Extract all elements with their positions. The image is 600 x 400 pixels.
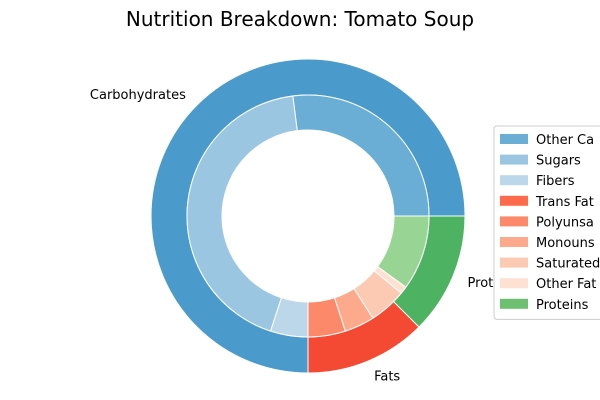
legend-swatch-saturated bbox=[500, 257, 528, 268]
chart-title: Nutrition Breakdown: Tomato Soup bbox=[126, 7, 474, 31]
legend-swatch-other-ca bbox=[500, 134, 528, 144]
legend-swatch-fibers bbox=[500, 175, 528, 186]
legend-label-saturated: Saturated bbox=[536, 257, 600, 272]
inner-slice-proteins bbox=[376, 215, 430, 288]
outer-label-carbohydrates: Carbohydrates bbox=[90, 88, 186, 103]
outer-label-fats: Fats bbox=[374, 370, 400, 385]
legend-label-monouns: Monouns bbox=[536, 236, 595, 251]
legend-label-sugars: Sugars bbox=[536, 154, 581, 169]
legend-swatch-proteins bbox=[500, 298, 528, 309]
legend-swatch-other-fat bbox=[500, 278, 528, 289]
legend-swatch-monouns bbox=[500, 237, 528, 247]
legend-label-proteins: Proteins bbox=[536, 298, 589, 313]
inner-slice-sugars bbox=[186, 95, 298, 332]
outer-labels: Carbohydrates Fats Prote bbox=[90, 88, 501, 385]
outer-label-proteins: Prote bbox=[468, 276, 502, 291]
inner-ring bbox=[186, 94, 430, 338]
legend-label-other-fat: Other Fat bbox=[536, 277, 596, 292]
legend-swatch-trans-fat bbox=[500, 195, 528, 206]
legend: Other Ca Sugars Fibers Trans Fat Polyunsa Mon… bbox=[493, 125, 600, 320]
legend-swatch-polyunsa bbox=[500, 216, 528, 227]
legend-frame bbox=[493, 125, 600, 320]
legend-label-fibers: Fibers bbox=[536, 174, 575, 189]
legend-label-other-ca: Other Ca bbox=[536, 133, 594, 148]
legend-label-trans-fat: Trans Fat bbox=[535, 195, 594, 210]
legend-label-polyunsa: Polyunsa bbox=[536, 215, 594, 230]
legend-swatch-sugars bbox=[500, 154, 528, 165]
